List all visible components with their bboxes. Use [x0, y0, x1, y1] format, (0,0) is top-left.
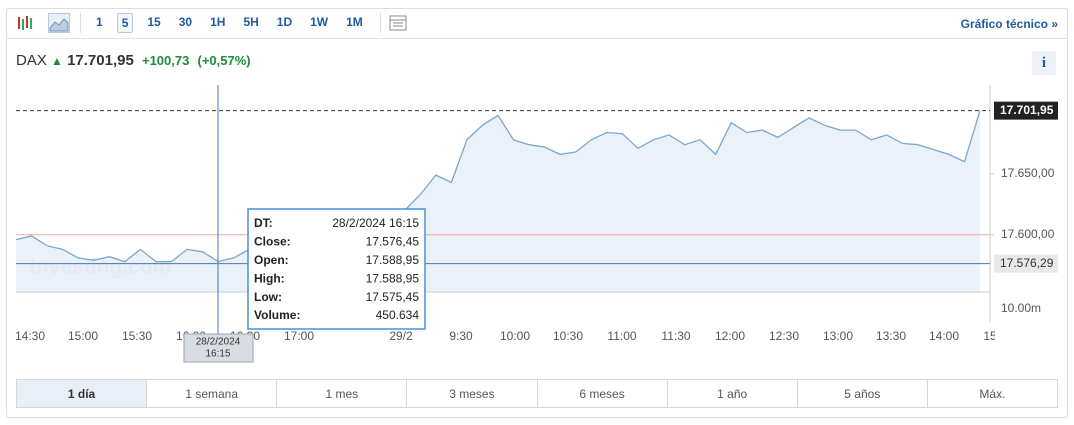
range-tabs: 1 día 1 semana 1 mes 3 meses 6 meses 1 año 5 a…	[16, 379, 1058, 408]
toolbar: 1 5 15 30 1H 5H 1D 1W 1M Gráfico técnico »	[6, 8, 1068, 39]
tooltip-key: DT:	[254, 216, 273, 230]
x-tick-label: 15	[983, 329, 997, 343]
change-pct: (+0,57%)	[197, 53, 251, 68]
x-tick-label: 15:30	[122, 329, 152, 343]
tooltip-value: 17.576,45	[366, 235, 420, 249]
change: +100,73	[141, 53, 190, 68]
interval-button[interactable]: 1	[96, 15, 103, 29]
x-axis: 14:3015:0015:3016:0016:3017:0029/29:3010…	[15, 329, 997, 343]
crosshair-date: 28/2/2024	[196, 337, 241, 348]
interval-button[interactable]: 1H	[210, 15, 226, 29]
technical-chart-link[interactable]: Gráfico técnico »	[960, 17, 1058, 31]
x-tick-label: 13:00	[823, 329, 853, 343]
candle-icon[interactable]	[16, 13, 38, 33]
interval-button[interactable]: 1M	[346, 15, 363, 29]
cursor-box	[994, 254, 1058, 273]
separator	[80, 13, 81, 33]
x-tick-label: 9:30	[449, 329, 473, 343]
interval-button[interactable]: 1W	[310, 15, 329, 29]
y-tick-label: 17.650,00	[1001, 166, 1055, 180]
interval-button[interactable]: 5H	[243, 15, 259, 29]
y-tick-label: 17.600,00	[1001, 227, 1055, 241]
x-tick-label: 17:00	[284, 329, 314, 343]
tooltip-value: 450.634	[376, 308, 420, 322]
interval-button[interactable]: 15	[147, 15, 161, 29]
x-tick-label: 11:30	[661, 329, 690, 343]
range-tab[interactable]: 6 meses	[538, 380, 668, 407]
quote-header: DAX ▲ 17.701,95 +100,73 (+0,57%)	[16, 52, 251, 69]
tooltip-key: Low:	[254, 290, 282, 304]
x-tick-label: 13:30	[876, 329, 906, 343]
tooltip-value: 28/2/2024 16:15	[332, 216, 419, 230]
volume-label: 10.00m	[1001, 301, 1041, 315]
x-tick-label: 12:30	[769, 329, 799, 343]
interval-button[interactable]: 1D	[276, 15, 293, 29]
table-icon[interactable]	[389, 15, 407, 31]
info-button[interactable]: i	[1032, 51, 1056, 75]
x-tick-label: 14:30	[15, 329, 45, 343]
cursor-label: 17.576,29	[1000, 256, 1054, 270]
range-tab[interactable]: 1 día	[17, 380, 148, 407]
tooltip-key: High:	[254, 271, 285, 285]
tooltip-box	[247, 208, 426, 330]
widget-frame	[6, 8, 1068, 418]
tooltip-value: 17.588,95	[366, 271, 420, 285]
separator	[379, 13, 381, 33]
x-tick-label: 11:00	[607, 329, 636, 343]
x-tick-label: 29/2	[389, 329, 413, 343]
x-tick-label: 12:00	[715, 329, 745, 343]
crosshair-time: 16:15	[205, 349, 230, 360]
tooltip-key: Close:	[254, 235, 291, 249]
interval-button[interactable]: 30	[178, 15, 193, 29]
range-tab[interactable]: Máx.	[979, 386, 1006, 401]
tooltip-key: Volume:	[254, 308, 300, 322]
x-tick-label: 15:00	[68, 329, 98, 343]
range-tab[interactable]: 1 semana	[147, 380, 278, 407]
tooltip-value: 17.575,45	[366, 290, 420, 304]
range-tab[interactable]: 5 años	[798, 380, 928, 407]
price: 17.701,95	[67, 52, 134, 69]
x-tick-label: 10:30	[553, 329, 583, 343]
crosshair-date-box	[183, 333, 254, 363]
tooltip-key: Open:	[254, 253, 289, 267]
last-price-label: 17.701,95	[1000, 103, 1054, 117]
symbol: DAX	[16, 52, 47, 69]
x-tick-label: 10:00	[500, 329, 530, 343]
range-tab[interactable]: 3 meses	[407, 380, 538, 407]
range-tab[interactable]: 1 año	[668, 380, 798, 407]
price-line	[15, 110, 981, 263]
area-icon[interactable]	[48, 13, 70, 33]
tooltip-value: 17.588,95	[366, 253, 420, 267]
x-tick-label: 14:00	[929, 329, 959, 343]
up-arrow: ▲	[51, 54, 63, 68]
area-fill	[16, 110, 980, 292]
interval-button[interactable]: 5	[116, 13, 134, 33]
interval-group: 1 5 15 30 1H 5H 1D 1W 1M	[87, 13, 372, 33]
range-tab[interactable]: 1 mes	[277, 380, 408, 407]
last-price-box	[994, 101, 1058, 120]
